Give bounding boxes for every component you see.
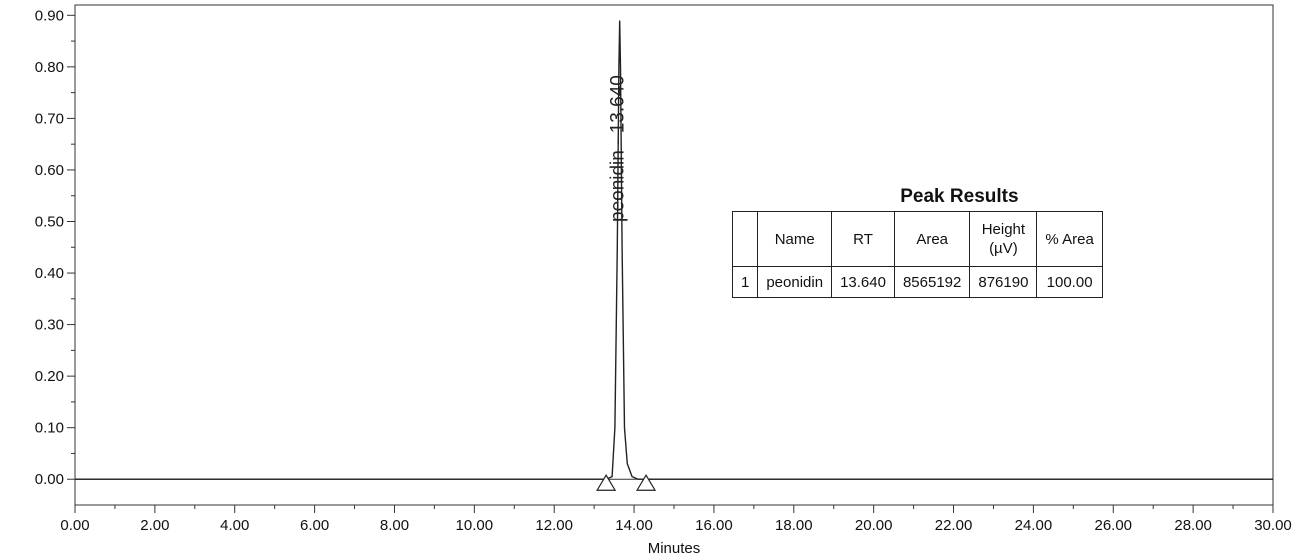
x-tick-label: 8.00	[380, 517, 409, 534]
x-axis-title: Minutes	[648, 540, 701, 557]
x-tick-label: 16.00	[695, 517, 733, 534]
x-axis: 0.00 2.00 4.00 6.00 8.00 10.00 12.00 14.00 16.00…	[60, 505, 1292, 534]
y-tick-label: 0.40	[35, 265, 64, 282]
x-tick-label: 4.00	[220, 517, 249, 534]
peak-results-cell: 100.00	[1036, 266, 1103, 298]
x-tick-label: 14.00	[615, 517, 653, 534]
x-tick-label: 26.00	[1094, 517, 1132, 534]
peak-results-header-cell: RT	[831, 211, 895, 267]
x-tick-label: 30.00	[1254, 517, 1292, 534]
peak-results-cell: 13.640	[831, 266, 895, 298]
x-tick-label: 0.00	[60, 517, 89, 534]
y-axis: 0.00 0.10 0.20 0.30 0.40 0.50 0.60 0.70 0.80 0.90	[35, 7, 75, 488]
peak-results-header-row: Name RT Area Height (µV)% Area	[731, 211, 1103, 267]
peak-results-header-cell: Name	[757, 211, 833, 267]
y-tick-label: 0.90	[35, 7, 64, 24]
peak-results-body: 1 peonidin 13.640 8565192 876190 100.00	[731, 266, 1103, 298]
y-tick-label: 0.60	[35, 162, 64, 179]
peak-results-table: Name RT Area Height (µV)% Area 1 peonidin 13.6…	[731, 211, 1103, 298]
peak-results-panel: Peak Results Name RT Area Height (µV)% Area …	[731, 186, 1103, 298]
y-tick-label: 0.80	[35, 59, 64, 76]
peak-results-row: 1 peonidin 13.640 8565192 876190 100.00	[731, 266, 1103, 298]
x-tick-label: 24.00	[1015, 517, 1053, 534]
y-tick-label: 0.70	[35, 110, 64, 127]
peak-results-title: Peak Results	[900, 186, 1019, 207]
y-tick-label: 0.20	[35, 368, 64, 385]
peak-results-cell: 876190	[969, 266, 1038, 298]
peak-results-header-cell: % Area	[1036, 211, 1103, 267]
x-tick-label: 10.00	[456, 517, 494, 534]
peak-results-header-cell	[731, 211, 759, 267]
peak-results-cell: 8565192	[893, 266, 971, 298]
integration-marker	[635, 474, 657, 491]
integration-marker	[596, 474, 617, 491]
x-tick-label: 22.00	[935, 517, 973, 534]
y-tick-label: 0.30	[35, 317, 64, 334]
y-tick-label: 0.50	[35, 213, 64, 230]
peak-results-header-cell: Height (µV)	[969, 211, 1038, 267]
peak-results-cell: peonidin	[757, 266, 833, 298]
y-tick-label: 0.10	[35, 420, 64, 437]
peak-label: peonidin - 13.640	[608, 75, 629, 222]
x-tick-label: 6.00	[300, 517, 329, 534]
peak-results-cell: 1	[731, 266, 759, 298]
series-line	[75, 20, 1273, 480]
x-tick-label: 28.00	[1174, 517, 1212, 534]
peak-results-header-cell: Area	[893, 211, 971, 267]
x-tick-label: 12.00	[535, 517, 573, 534]
y-tick-label: 0.00	[35, 471, 64, 488]
chromatogram-series	[75, 20, 1273, 480]
x-tick-label: 18.00	[775, 517, 813, 534]
integration-markers	[596, 474, 657, 491]
x-tick-label: 20.00	[855, 517, 893, 534]
x-tick-label: 2.00	[140, 517, 169, 534]
